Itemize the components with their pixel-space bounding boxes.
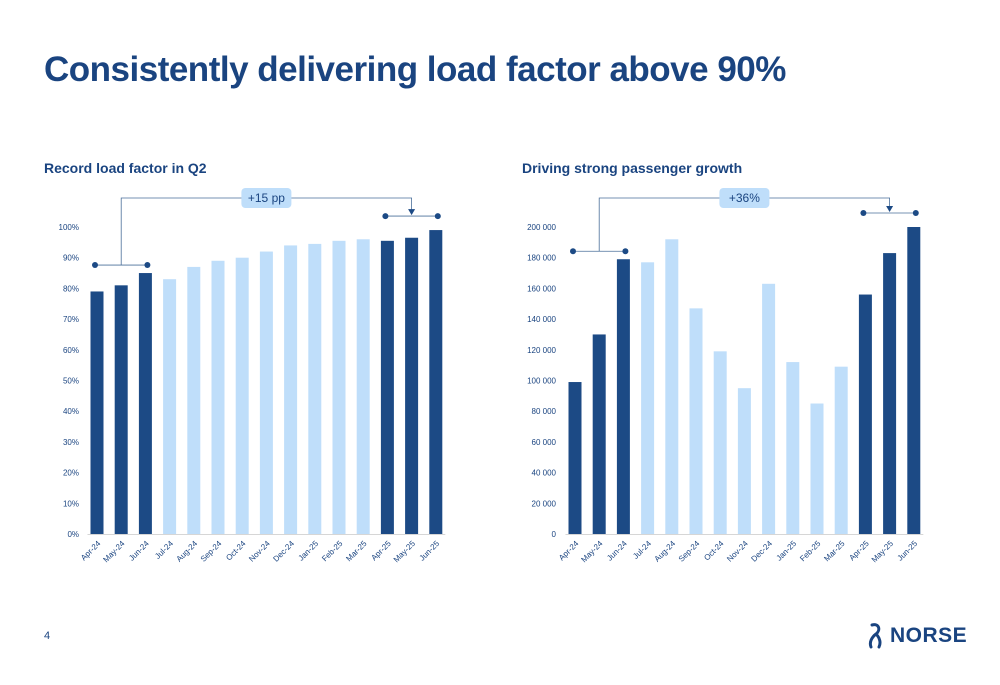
page-title: Consistently delivering load factor abov…: [44, 50, 786, 89]
bar-jun-24: [138, 273, 152, 534]
bracket-dot: [860, 210, 867, 216]
y-tick-label: 0%: [67, 530, 79, 539]
x-tick-label: Nov-24: [725, 539, 750, 564]
x-tick-label: Feb-25: [798, 539, 823, 564]
bar-may-25: [405, 237, 419, 534]
x-tick-label: May-24: [579, 539, 605, 565]
y-tick-label: 20%: [63, 469, 79, 478]
y-tick-label: 50%: [63, 377, 79, 386]
bar-jul-24: [163, 279, 177, 534]
y-tick-label: 90%: [63, 254, 79, 263]
x-tick-label: Aug-24: [653, 539, 678, 564]
bar-feb-25: [810, 403, 824, 534]
y-tick-label: 120 000: [527, 346, 556, 355]
bracket-dot: [912, 210, 919, 216]
load-factor-chart: 0%10%20%30%40%50%60%70%80%90%100%Apr-24M…: [59, 188, 446, 564]
x-tick-label: Jul-24: [631, 539, 653, 561]
y-tick-label: 40%: [63, 407, 79, 416]
norse-logo: NORSE: [866, 622, 967, 650]
x-tick-label: Oct-24: [702, 539, 726, 563]
y-tick-label: 60%: [63, 346, 79, 355]
annotation-box: [241, 188, 292, 208]
y-tick-label: 80 000: [532, 407, 557, 416]
y-tick-label: 200 000: [527, 223, 556, 232]
x-tick-label: Jan-25: [775, 539, 799, 563]
bar-mar-25: [356, 239, 370, 534]
y-tick-label: 100%: [59, 223, 79, 232]
annotation-box: [719, 188, 770, 208]
y-tick-label: 180 000: [527, 254, 556, 263]
bar-apr-24: [90, 291, 104, 534]
x-tick-label: Dec-24: [749, 539, 774, 564]
bracket-dot: [622, 248, 629, 255]
x-tick-label: Jun-24: [605, 539, 629, 563]
bar-aug-24: [665, 239, 679, 534]
y-tick-label: 140 000: [527, 315, 556, 324]
bar-jan-25: [786, 362, 800, 534]
bar-dec-24: [762, 283, 776, 534]
bar-dec-24: [284, 245, 298, 535]
bar-jun-25: [907, 227, 921, 534]
y-tick-label: 80%: [63, 284, 79, 293]
y-tick-label: 100 000: [527, 377, 556, 386]
bracket-dot: [382, 213, 389, 220]
bar-apr-25: [858, 294, 872, 534]
annotation-label: +36%: [729, 191, 760, 205]
bar-sep-24: [211, 260, 225, 534]
y-tick-label: 40 000: [532, 469, 557, 478]
x-tick-label: Jun-25: [896, 539, 920, 563]
bar-oct-24: [235, 257, 249, 534]
x-tick-label: Apr-25: [847, 539, 871, 563]
bar-may-24: [114, 285, 128, 534]
x-tick-label: Mar-25: [822, 539, 847, 564]
y-tick-label: 0: [552, 530, 557, 539]
y-tick-label: 160 000: [527, 284, 556, 293]
bar-apr-25: [380, 240, 394, 534]
bracket-dot: [144, 262, 151, 269]
x-tick-label: Sep-24: [677, 539, 702, 564]
y-tick-label: 70%: [63, 315, 79, 324]
bar-may-24: [592, 334, 606, 534]
bar-apr-24: [568, 382, 582, 534]
x-tick-label: Apr-24: [557, 539, 581, 563]
y-tick-label: 10%: [63, 499, 79, 508]
bracket-arrowhead: [408, 209, 416, 216]
bar-may-25: [883, 253, 897, 534]
chart-title-passenger-growth: Driving strong passenger growth: [522, 160, 743, 176]
bar-nov-24: [737, 388, 751, 534]
page-number: 4: [44, 630, 51, 642]
annotation-label: +15 pp: [248, 191, 285, 205]
norse-logo-icon: [868, 623, 882, 649]
bar-nov-24: [259, 251, 273, 534]
bracket-dot: [92, 262, 98, 269]
y-tick-label: 60 000: [532, 438, 557, 447]
bar-jun-25: [429, 230, 443, 534]
bar-jan-25: [308, 243, 322, 534]
y-tick-label: 30%: [63, 438, 79, 447]
bracket-dot: [434, 213, 441, 220]
bar-aug-24: [187, 266, 201, 534]
logo-text: NORSE: [890, 624, 968, 647]
bar-mar-25: [834, 366, 848, 534]
bracket-arrowhead: [886, 206, 894, 212]
x-tick-label: May-25: [870, 539, 896, 565]
bar-feb-25: [332, 240, 346, 534]
bar-oct-24: [713, 351, 727, 534]
bar-jul-24: [641, 262, 655, 534]
bar-jun-24: [616, 259, 630, 534]
chart-title-load-factor: Record load factor in Q2: [44, 160, 207, 176]
y-tick-label: 20 000: [532, 499, 557, 508]
passenger-growth-chart: 0 20 000 40 000 60 000 80 000 100 000 120 000 1…: [527, 188, 924, 565]
bracket-dot: [570, 248, 576, 255]
bar-sep-24: [689, 308, 703, 534]
